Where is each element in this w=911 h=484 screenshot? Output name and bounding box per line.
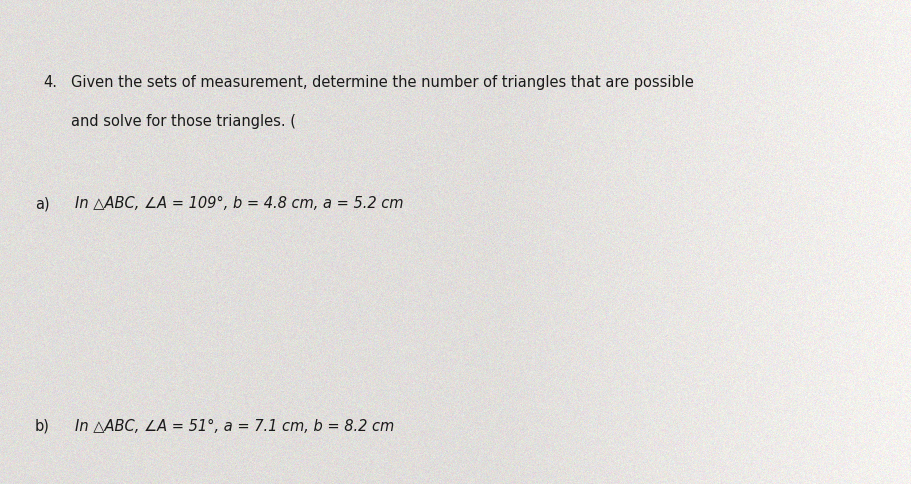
Text: b): b) [35, 419, 49, 434]
Text: Given the sets of measurement, determine the number of triangles that are possib: Given the sets of measurement, determine… [71, 75, 693, 90]
Text: and solve for those triangles. (: and solve for those triangles. ( [71, 114, 296, 129]
Text: a): a) [35, 196, 49, 211]
Text: In △ABC, ∠A = 51°, a = 7.1 cm, b = 8.2 cm: In △ABC, ∠A = 51°, a = 7.1 cm, b = 8.2 c… [75, 419, 394, 434]
Text: In △ABC, ∠A = 109°, b = 4.8 cm, a = 5.2 cm: In △ABC, ∠A = 109°, b = 4.8 cm, a = 5.2 … [75, 196, 403, 211]
Text: 4.: 4. [44, 75, 57, 90]
